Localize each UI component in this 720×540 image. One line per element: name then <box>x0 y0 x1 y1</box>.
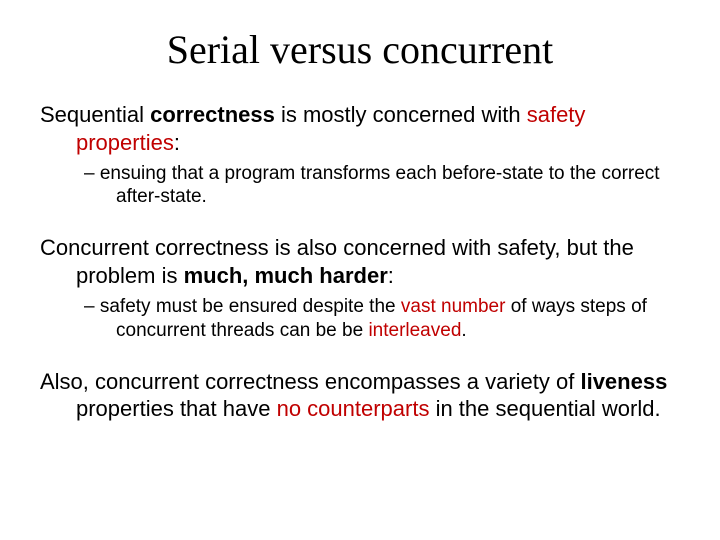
content-block: Concurrent correctness is also concerned… <box>40 234 680 341</box>
bullet-marker: – <box>84 163 100 184</box>
slide-body: Sequential correctness is mostly concern… <box>40 101 680 423</box>
text-run: properties that have <box>76 396 277 421</box>
text-run: Also, concurrent correctness encompasses… <box>40 369 580 394</box>
sub-bullet: – ensuing that a program transforms each… <box>40 162 680 208</box>
text-run: is mostly concerned with <box>275 102 527 127</box>
text-run: correctness <box>150 102 275 127</box>
slide-title: Serial versus concurrent <box>40 26 680 73</box>
slide: Serial versus concurrent Sequential corr… <box>0 0 720 540</box>
text-run: in the sequential world. <box>429 396 660 421</box>
text-run: safety must be ensured despite the <box>100 296 401 317</box>
text-run: liveness <box>580 369 667 394</box>
text-run: . <box>461 320 466 341</box>
content-block: Also, concurrent correctness encompasses… <box>40 368 680 423</box>
paragraph: Concurrent correctness is also concerned… <box>40 234 680 289</box>
text-run: interleaved <box>368 320 461 341</box>
text-run: : <box>174 130 180 155</box>
paragraph: Sequential correctness is mostly concern… <box>40 101 680 156</box>
paragraph: Also, concurrent correctness encompasses… <box>40 368 680 423</box>
text-run: : <box>388 263 394 288</box>
text-run: vast number <box>401 296 506 317</box>
bullet-marker: – <box>84 296 100 317</box>
text-run: much, much harder <box>184 263 388 288</box>
text-run: ensuing that a program transforms each b… <box>100 163 660 207</box>
text-run: Sequential <box>40 102 150 127</box>
content-block: Sequential correctness is mostly concern… <box>40 101 680 208</box>
sub-bullet: – safety must be ensured despite the vas… <box>40 295 680 341</box>
text-run: no counterparts <box>277 396 430 421</box>
